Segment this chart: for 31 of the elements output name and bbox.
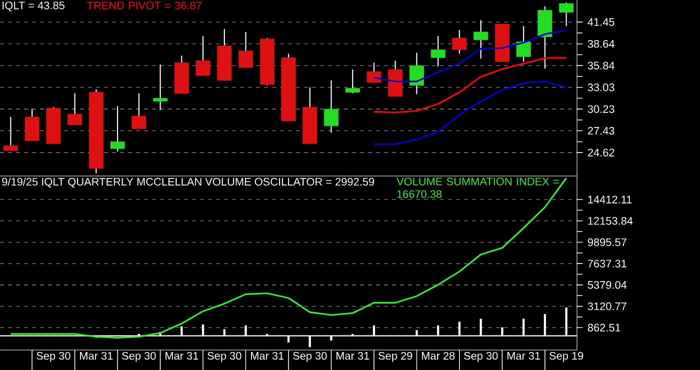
series-label: VOLUME SUMMATION INDEX = 16670.38 [396, 178, 559, 198]
y-tick-label: 14412.11 [588, 196, 632, 204]
x-tick-label: Mar 28 [422, 352, 455, 360]
x-tick-label: Sep 30 [36, 352, 70, 362]
chart-title: IQLT = 43.85 [2, 2, 64, 12]
y-tick-label: 9895.57 [588, 238, 626, 246]
y-tick-label: 35.84 [588, 62, 614, 70]
x-tick-label: Mar 31 [336, 352, 370, 360]
y-tick-label: 3120.77 [588, 302, 626, 310]
x-tick-label: Mar 31 [166, 352, 198, 360]
y-tick-label: 24.62 [588, 148, 614, 156]
y-tick-label: 5379.04 [588, 281, 627, 289]
x-tick-label: Sep 19 [549, 352, 584, 362]
x-tick-label: Sep 30 [293, 352, 327, 362]
y-tick-label: 12153.84 [588, 217, 633, 225]
y-tick-label: 33.03 [588, 84, 614, 92]
y-tick-label: 38.64 [588, 40, 614, 48]
x-tick-label: Sep 30 [122, 352, 156, 362]
text: 9/19/25 IQLT QUARTERLY MCCLELLAN VOLUME OSCILLATOR = 2992.59 [2, 178, 374, 188]
y-tick-label: 7637.31 [588, 260, 626, 268]
text: TREND PIVOT = 36.87 [87, 2, 202, 10]
y-tick-label: 862.51 [588, 324, 620, 332]
x-tick-label: Sep 29 [378, 352, 412, 362]
x-tick-label: Mar 31 [507, 352, 540, 360]
x-tick-label: Mar 31 [80, 352, 113, 360]
y-tick-label: 41.45 [588, 18, 614, 26]
y-tick-label: 27.43 [588, 126, 614, 135]
y-tick-label: 30.23 [588, 105, 614, 113]
x-tick-label: Mar 31 [251, 352, 284, 360]
x-tick-label: Sep 30 [208, 352, 242, 362]
x-tick-label: Sep 30 [464, 352, 498, 362]
